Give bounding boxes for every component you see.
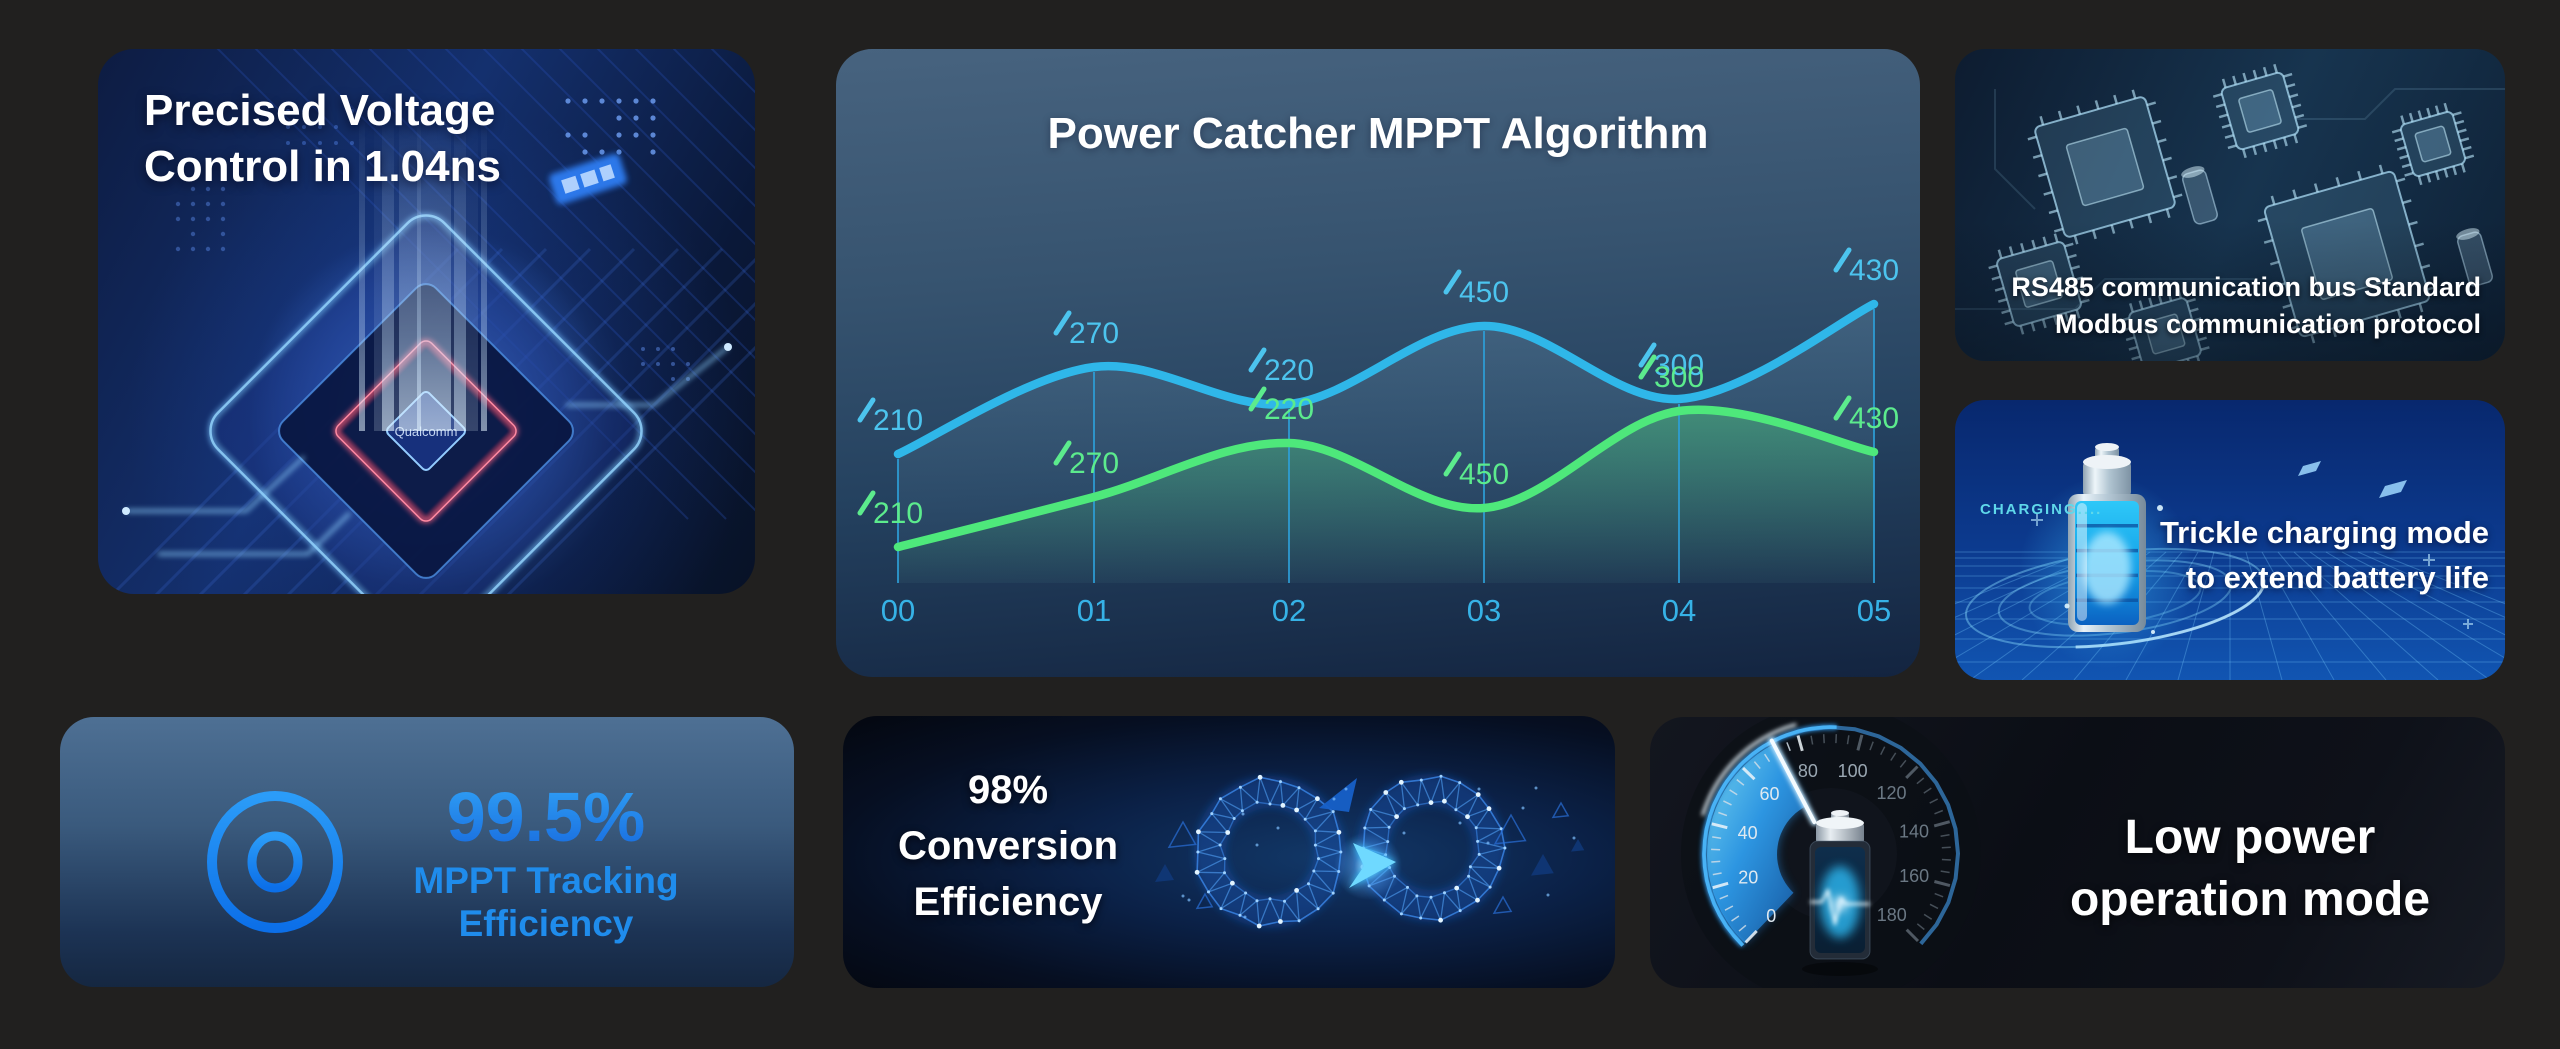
svg-text:140: 140 <box>1899 821 1929 841</box>
low-power-line2: operation mode <box>2069 873 2431 926</box>
card-rs485-communication: RS485 communication bus Standard Modbus … <box>1955 49 2505 361</box>
svg-text:270: 270 <box>1069 317 1119 350</box>
card-mppt-tracking-efficiency: 99.5% MPPT Tracking Efficiency <box>60 717 794 987</box>
svg-text:03: 03 <box>1467 593 1501 628</box>
trickle-caption-line2: to extend battery life <box>2185 560 2489 595</box>
card-mppt-algorithm: 210 270 220 450 300 430 210 270 220 450 300 430 00 01… <box>836 49 1920 677</box>
svg-text:01: 01 <box>1077 593 1111 628</box>
voltage-title-line2: Control in 1.04ns <box>144 142 501 191</box>
svg-text:300: 300 <box>1654 349 1704 382</box>
svg-text:80: 80 <box>1798 761 1818 781</box>
svg-text:220: 220 <box>1264 354 1314 387</box>
trickle-caption-line1: Trickle charging mode <box>2159 515 2489 550</box>
mppt-line-chart: 210 270 220 450 300 430 210 270 220 450 300 430 00 01… <box>857 247 1899 628</box>
conversion-label-line1: Conversion <box>897 824 1119 868</box>
svg-text:300: 300 <box>1654 361 1704 394</box>
svg-text:00: 00 <box>881 593 915 628</box>
svg-text:160: 160 <box>1899 866 1929 886</box>
charging-status-label: CHARGING.... <box>1980 501 2103 518</box>
card-trickle-charging: CHARGING.... Trickle charging mode to ex… <box>1955 400 2505 680</box>
conversion-stat: 98% Conversion Efficiency <box>863 762 1153 930</box>
conversion-value: 98% <box>967 768 1049 812</box>
rs485-caption: RS485 communication bus Standard Modbus … <box>2011 269 2481 343</box>
rs485-caption-line1: RS485 communication bus Standard <box>2011 272 2481 302</box>
svg-text:04: 04 <box>1662 593 1696 628</box>
svg-text:0: 0 <box>1766 906 1776 926</box>
card-low-power-mode: 0 20 40 60 80 100 120 140 160 180 Low power opera… <box>1650 717 2505 988</box>
svg-text:02: 02 <box>1272 593 1306 628</box>
svg-text:180: 180 <box>1877 905 1907 925</box>
svg-text:20: 20 <box>1738 868 1758 888</box>
tracking-stat: 99.5% MPPT Tracking Efficiency <box>346 775 746 945</box>
svg-text:210: 210 <box>873 404 923 437</box>
svg-text:40: 40 <box>1738 823 1758 843</box>
low-power-line1: Low power <box>2124 811 2376 864</box>
target-crosshair-icon <box>189 774 361 950</box>
infinity-loop-icon <box>1155 774 1585 929</box>
svg-text:210: 210 <box>873 497 923 530</box>
tracking-value: 99.5% <box>346 775 746 859</box>
svg-text:450: 450 <box>1459 458 1509 491</box>
svg-text:120: 120 <box>1876 783 1906 803</box>
chart-title: Power Catcher MPPT Algorithm <box>1047 109 1709 158</box>
svg-text:270: 270 <box>1069 447 1119 480</box>
tracking-label-line2: Efficiency <box>458 903 634 944</box>
svg-text:430: 430 <box>1849 254 1899 287</box>
svg-text:05: 05 <box>1857 593 1891 628</box>
chip-circuit-illustration: Qualcomm <box>110 49 755 594</box>
svg-text:100: 100 <box>1838 761 1868 781</box>
svg-text:450: 450 <box>1459 276 1509 309</box>
card-voltage-control: Qualcomm Precised Voltage Control in 1.0… <box>98 49 755 594</box>
svg-text:60: 60 <box>1759 784 1779 804</box>
battery-charging-illustration <box>1955 443 2505 680</box>
svg-text:430: 430 <box>1849 402 1899 435</box>
tracking-label-line1: MPPT Tracking <box>413 860 679 901</box>
low-power-caption: Low power operation mode <box>2020 807 2480 931</box>
voltage-title-line1: Precised Voltage <box>144 86 496 135</box>
svg-text:220: 220 <box>1264 393 1314 426</box>
card-conversion-efficiency: 98% Conversion Efficiency <box>843 716 1615 988</box>
conversion-label-line2: Efficiency <box>913 880 1103 924</box>
rs485-caption-line2: Modbus communication protocol <box>2055 309 2481 339</box>
voltage-card-title: Precised Voltage Control in 1.04ns <box>144 83 501 195</box>
trickle-caption: Trickle charging mode to extend battery … <box>2160 510 2489 600</box>
